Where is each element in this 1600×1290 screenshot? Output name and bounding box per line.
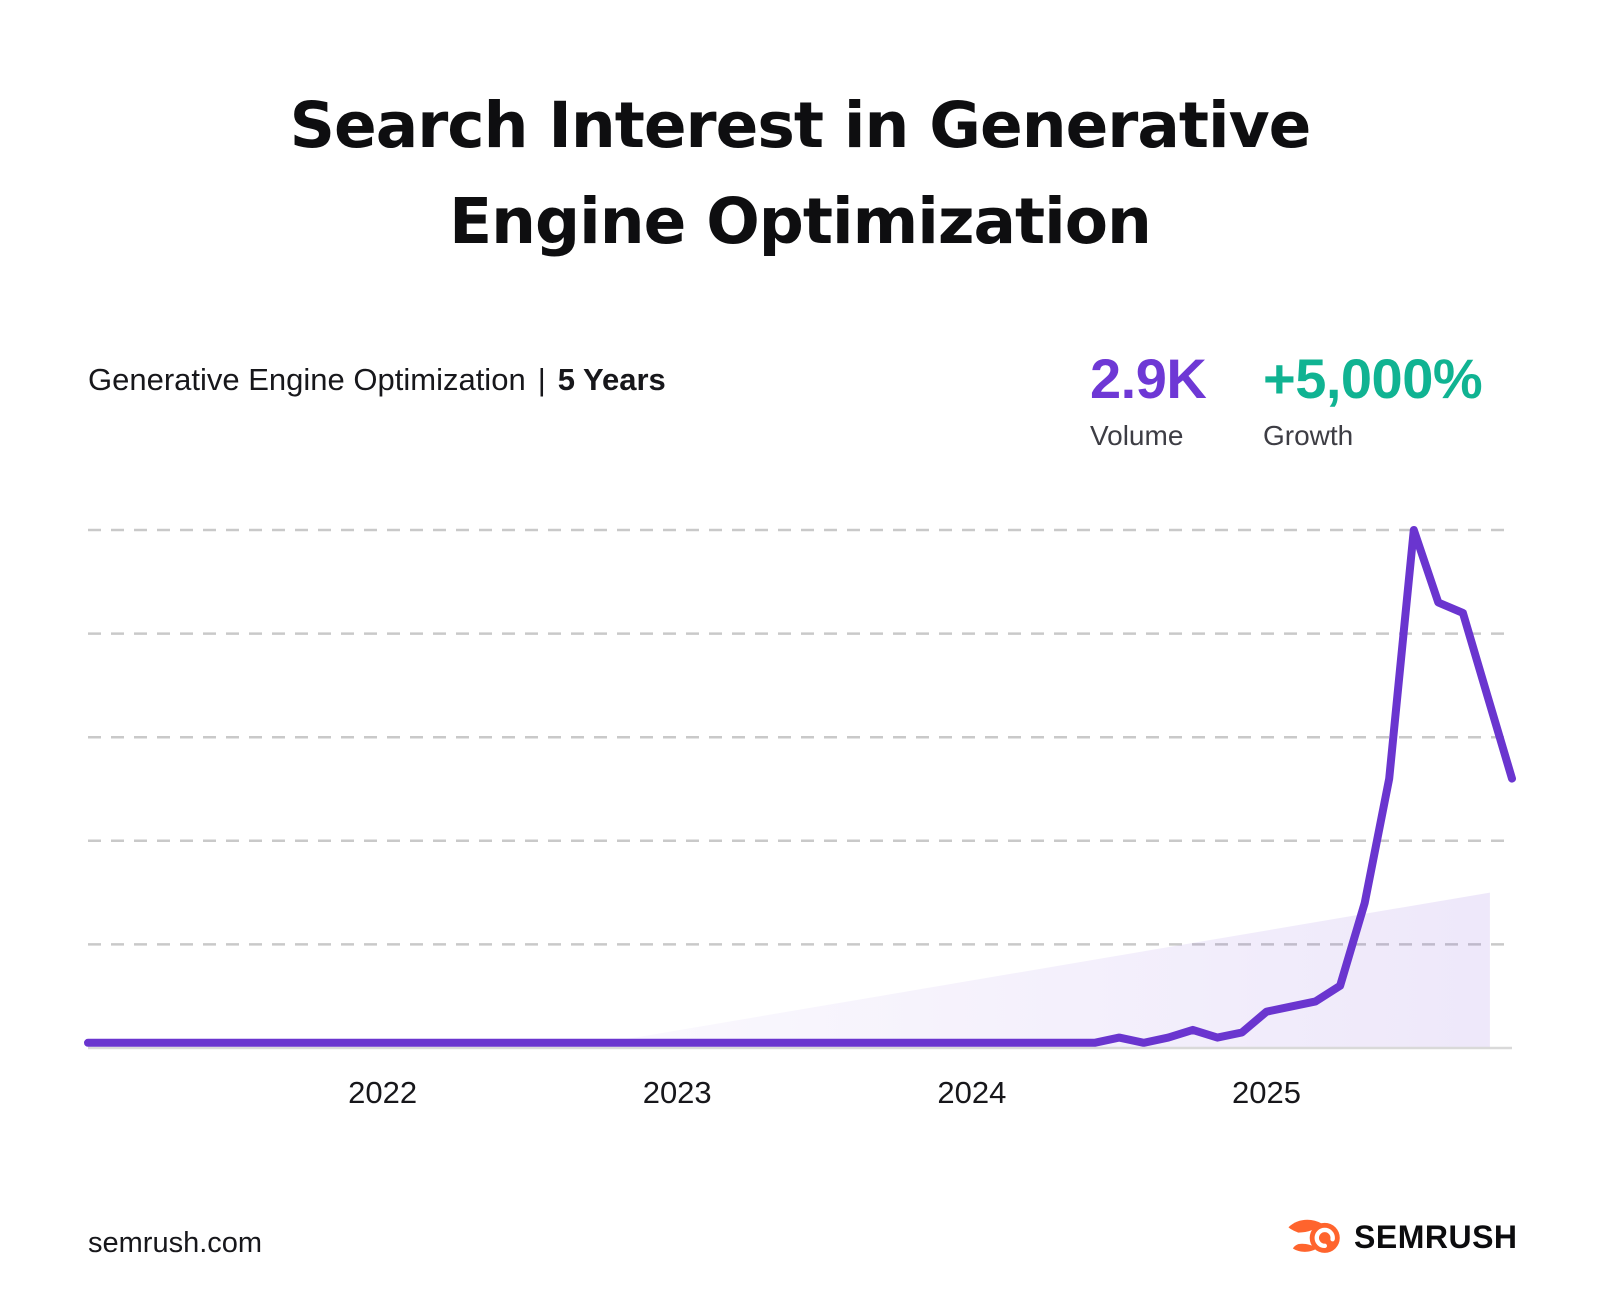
subtitle-range: 5 Years xyxy=(557,362,666,397)
gridlines xyxy=(88,528,1512,946)
subtitle-keyword: Generative Engine Optimization xyxy=(88,362,526,397)
volume-value: 2.9K xyxy=(1090,347,1207,410)
x-tick-2025: 2025 xyxy=(1232,1075,1301,1110)
page-title: Search Interest in Generative Engine Opti… xyxy=(0,78,1600,270)
flame-ball-ring xyxy=(1314,1227,1335,1249)
flame-ball xyxy=(1309,1222,1340,1253)
subtitle-separator: | xyxy=(537,362,546,397)
semrush-flame-icon xyxy=(1288,1219,1340,1253)
title-line2: Engine Optimization xyxy=(449,185,1152,258)
flame-lower xyxy=(1292,1243,1317,1252)
x-tick-2024: 2024 xyxy=(937,1075,1006,1110)
semrush-logo: SEMRUSH xyxy=(1286,1214,1518,1260)
x-tick-2023: 2023 xyxy=(643,1075,712,1110)
growth-stat: +5,000% Growth xyxy=(1263,347,1483,452)
title-line1: Search Interest in Generative xyxy=(289,89,1312,162)
growth-label: Growth xyxy=(1263,420,1354,451)
trend-shade xyxy=(573,892,1490,1048)
x-axis-labels: 2022 2023 2024 2025 xyxy=(348,1075,1301,1110)
trend-line xyxy=(84,526,1516,1047)
source-url: semrush.com xyxy=(88,1227,263,1259)
growth-value: +5,000% xyxy=(1263,347,1483,410)
chart-subtitle: Generative Engine Optimization | 5 Years xyxy=(88,360,666,400)
volume-label: Volume xyxy=(1090,420,1184,451)
x-tick-2022: 2022 xyxy=(348,1075,417,1110)
semrush-wordmark: SEMRUSH xyxy=(1354,1218,1518,1255)
volume-stat: 2.9K Volume xyxy=(1090,347,1207,452)
